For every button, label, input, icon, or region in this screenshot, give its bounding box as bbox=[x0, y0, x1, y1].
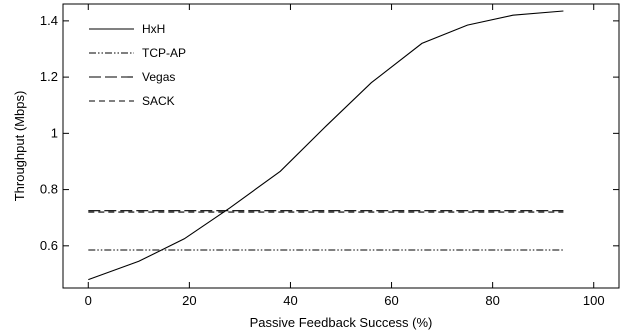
x-tick-label: 40 bbox=[283, 293, 297, 308]
plot-frame bbox=[62, 3, 620, 289]
legend-label: HxH bbox=[142, 22, 165, 36]
x-tick-label: 60 bbox=[384, 293, 398, 308]
y-tick-label: 0.8 bbox=[40, 182, 58, 197]
x-tick-label: 100 bbox=[583, 293, 605, 308]
y-tick-label: 1.2 bbox=[40, 69, 58, 84]
series-line-hxh bbox=[88, 10, 564, 281]
x-tick-label: 20 bbox=[182, 293, 196, 308]
x-axis: 0 20 40 60 80 100 bbox=[85, 4, 605, 308]
x-axis-label: Passive Feedback Success (%) bbox=[250, 315, 433, 330]
y-tick-label: 1 bbox=[51, 125, 58, 140]
y-axis: 0.6 0.8 1 1.2 1.4 bbox=[40, 13, 619, 253]
legend-label: Vegas bbox=[142, 70, 175, 84]
legend: HxH TCP-AP Vegas SACK bbox=[89, 22, 186, 108]
plot-area bbox=[62, 3, 620, 289]
x-tick-label: 80 bbox=[485, 293, 499, 308]
x-tick-label: 0 bbox=[85, 293, 92, 308]
y-tick-label: 0.6 bbox=[40, 238, 58, 253]
y-tick-label: 1.4 bbox=[40, 13, 58, 28]
legend-label: TCP-AP bbox=[142, 46, 186, 60]
series-layer bbox=[88, 10, 564, 281]
y-axis-label: Throughput (Mbps) bbox=[12, 91, 27, 202]
legend-label: SACK bbox=[142, 94, 175, 108]
